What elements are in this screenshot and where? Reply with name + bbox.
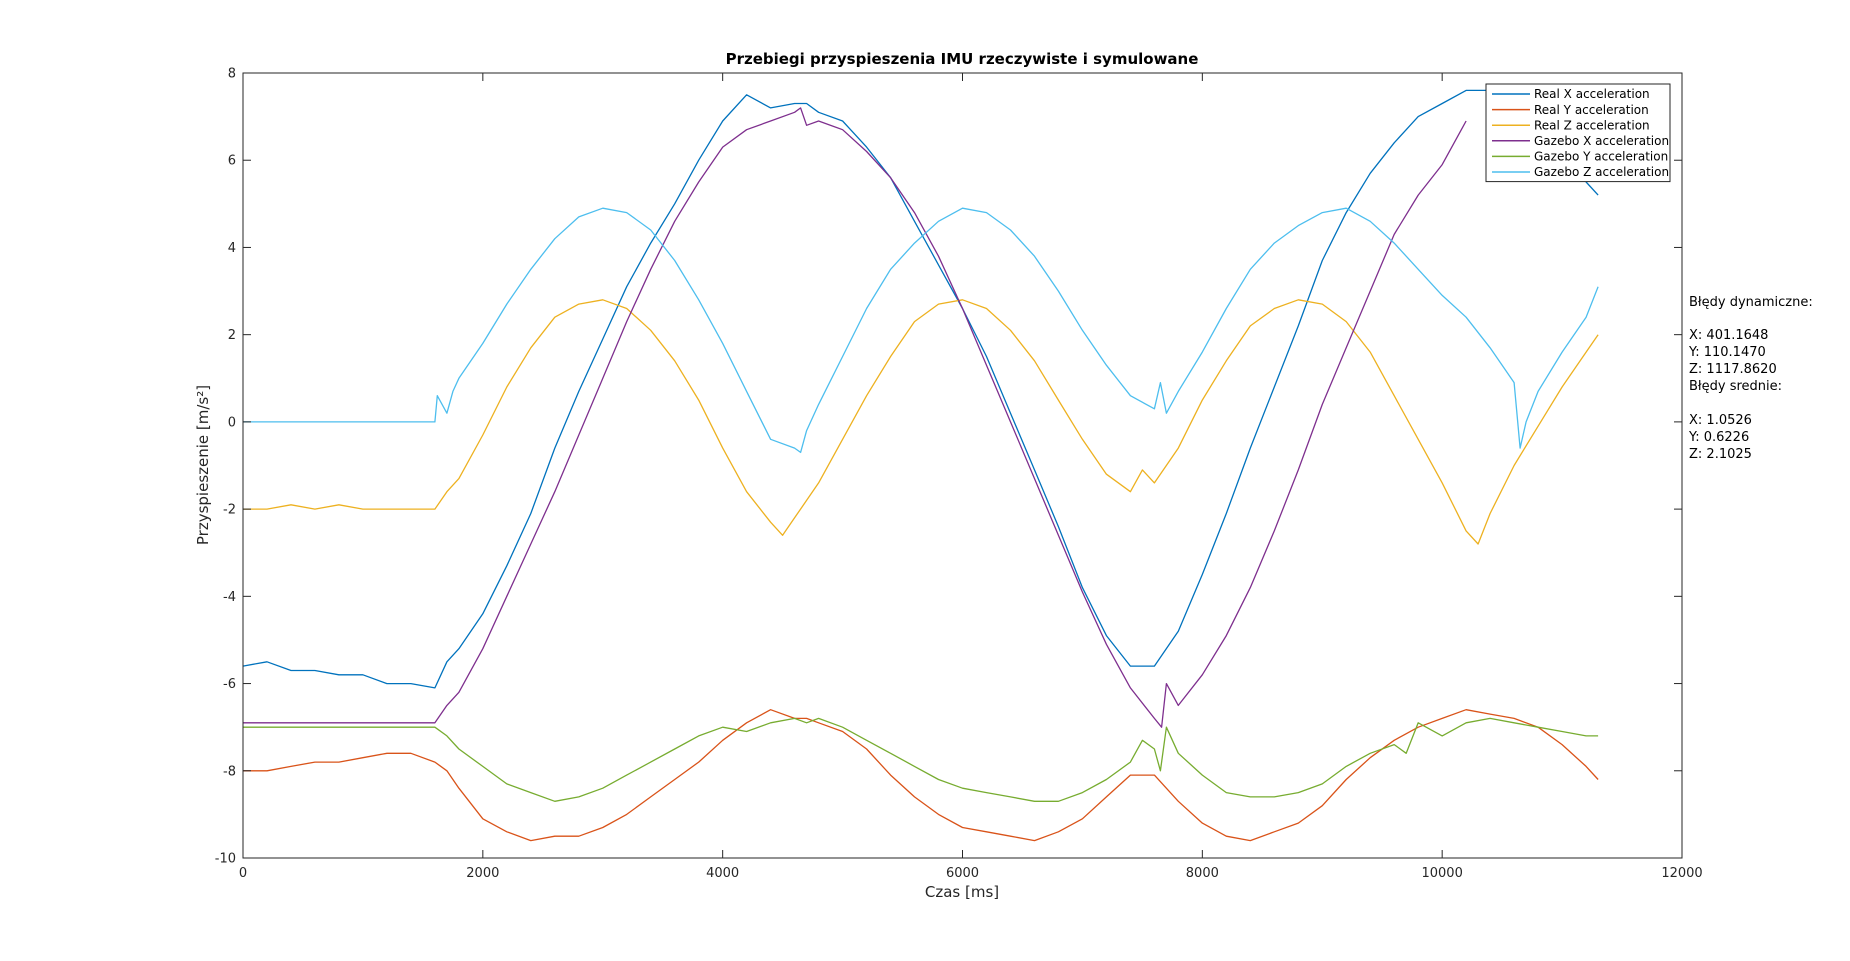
axes-background xyxy=(243,73,1682,858)
y-tick-label: -2 xyxy=(223,503,236,518)
y-tick-label: 2 xyxy=(228,328,236,343)
x-tick-label: 12000 xyxy=(1661,866,1702,881)
legend-entry: Real Z acceleration xyxy=(1534,118,1650,132)
dynamic-error-x: X: 401.1648 xyxy=(1689,328,1768,343)
series-layer xyxy=(242,89,1599,842)
dynamic-errors-title: Błędy dynamiczne: xyxy=(1689,295,1813,310)
series-line-1 xyxy=(242,89,1599,689)
legend-entry: Gazebo X acceleration xyxy=(1534,134,1669,148)
y-tick-label: 8 xyxy=(228,67,236,82)
series-line-5 xyxy=(243,717,1599,802)
x-tick-label: 0 xyxy=(239,866,247,881)
legend-box xyxy=(1485,83,1671,183)
legend: Real X acceleration Real Y accelerationRe… xyxy=(1485,83,1671,183)
legend-entry: Gazebo Z acceleration xyxy=(1534,165,1669,179)
series-line-2 xyxy=(243,709,1599,842)
average-error-x: X: 1.0526 xyxy=(1689,413,1752,428)
legend-entry: Gazebo Y acceleration xyxy=(1534,150,1668,164)
y-tick-label: 6 xyxy=(228,154,236,169)
legend-entry: Real Y acceleration xyxy=(1534,103,1649,117)
x-tick-label: 10000 xyxy=(1421,866,1462,881)
y-tick-label: -10 xyxy=(215,852,236,867)
y-tick-label: -4 xyxy=(223,590,236,605)
average-errors-title: Błędy srednie: xyxy=(1689,379,1782,394)
x-tick-label: 4000 xyxy=(706,866,739,881)
error-annotation: Błędy dynamiczne: X: 401.1648 Y: 110.147… xyxy=(1688,295,1813,462)
legend-entry: Real X acceleration xyxy=(1534,87,1650,101)
x-tick-label: 2000 xyxy=(466,866,499,881)
ticks-layer: 0 2000 4000 6000 8000 10000 12000 -10 -8 -6 -4 -2 0 2… xyxy=(215,67,1703,882)
series-line-6 xyxy=(243,207,1599,454)
x-axis-label: Czas [ms] xyxy=(925,883,999,901)
series-line-3 xyxy=(243,299,1599,545)
series-line-4 xyxy=(243,107,1467,728)
y-axis-label: Przyspieszenie [m/s²] xyxy=(194,385,212,545)
dynamic-error-y: Y: 110.1470 xyxy=(1688,345,1766,360)
y-tick-label: -8 xyxy=(223,764,236,779)
y-tick-label: 0 xyxy=(228,415,236,430)
dynamic-error-z: Z: 1117.8620 xyxy=(1689,362,1777,377)
x-tick-label: 6000 xyxy=(946,866,979,881)
y-tick-label: 4 xyxy=(228,241,236,256)
y-tick-label: -6 xyxy=(223,677,236,692)
x-tick-label: 8000 xyxy=(1186,866,1219,881)
average-error-y: Y: 0.6226 xyxy=(1688,430,1749,445)
average-error-z: Z: 2.1025 xyxy=(1689,447,1752,462)
chart-title: Przebiegi przyspieszenia IMU rzeczywiste… xyxy=(726,50,1199,68)
